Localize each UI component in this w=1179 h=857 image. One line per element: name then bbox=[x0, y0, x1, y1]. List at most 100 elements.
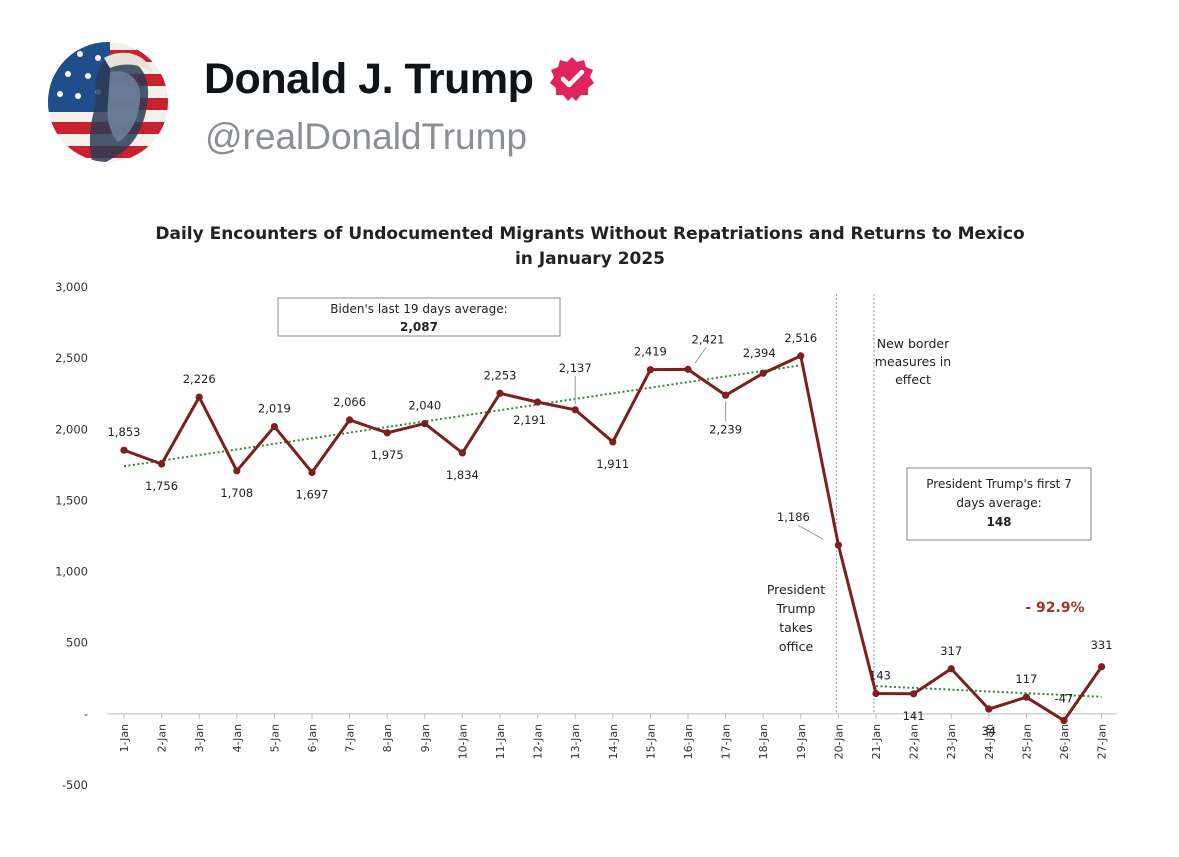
data-point bbox=[1098, 663, 1106, 671]
data-point bbox=[120, 446, 128, 454]
x-tick-label: 15-Jan bbox=[644, 724, 657, 760]
display-name-text: Donald J. Trump bbox=[204, 54, 534, 103]
display-name[interactable]: Donald J. Trump bbox=[204, 54, 597, 104]
data-point bbox=[910, 690, 918, 698]
data-point bbox=[383, 429, 391, 437]
x-tick-label: 25-Jan bbox=[1020, 724, 1033, 760]
verified-badge-icon bbox=[547, 54, 597, 104]
data-labels: 1,853 1,756 2,226 1,708 2,019 1,697 2,066 1,975… bbox=[108, 331, 1113, 738]
data-label: 1,834 bbox=[446, 468, 479, 482]
x-tick-label: 12-Jan bbox=[532, 724, 545, 760]
data-label: 2,253 bbox=[484, 368, 517, 382]
data-point bbox=[1060, 716, 1068, 725]
data-label: 2,394 bbox=[743, 346, 776, 360]
y-tick-label: 3,000 bbox=[55, 280, 88, 294]
data-point bbox=[872, 689, 880, 698]
data-point bbox=[496, 389, 504, 397]
x-tick-label: 17-Jan bbox=[720, 724, 733, 760]
y-tick-label: 1,500 bbox=[55, 493, 88, 507]
data-label: 1,186 bbox=[777, 510, 810, 524]
data-label: 2,419 bbox=[634, 345, 667, 359]
x-tick-label: 7-Jan bbox=[344, 724, 357, 753]
trend-line bbox=[875, 685, 1102, 698]
data-point bbox=[458, 449, 466, 457]
data-point bbox=[1022, 693, 1030, 701]
border-line-3: effect bbox=[895, 372, 931, 387]
y-tick-label: 2,500 bbox=[55, 351, 88, 365]
x-tick-label: 26-Jan bbox=[1058, 724, 1071, 760]
data-label: 317 bbox=[940, 644, 962, 658]
data-label: 34 bbox=[981, 724, 996, 738]
data-label: 141 bbox=[903, 709, 925, 723]
office-line-4: office bbox=[779, 639, 814, 654]
label-leader-line bbox=[797, 524, 823, 540]
data-point bbox=[308, 468, 316, 476]
data-label: 2,191 bbox=[513, 413, 546, 427]
data-point bbox=[722, 391, 730, 399]
data-label: 2,137 bbox=[559, 361, 592, 375]
x-tick-label: 9-Jan bbox=[419, 724, 432, 753]
x-tick-label: 18-Jan bbox=[757, 724, 770, 760]
x-tick-label: 6-Jan bbox=[306, 724, 319, 753]
data-label: 2,239 bbox=[709, 422, 742, 436]
office-line-2: Trump bbox=[776, 601, 816, 616]
biden-average-box: Biden's last 19 days average: 2,087 bbox=[277, 297, 561, 337]
data-point bbox=[684, 365, 692, 373]
x-axis: 1-Jan 2-Jan 3-Jan 4-Jan 5-Jan 6-Jan 7-Jan 8-Jan… bbox=[107, 713, 1117, 760]
y-tick-label: 500 bbox=[66, 636, 88, 650]
trend-line bbox=[123, 364, 801, 468]
chart-title-line-1: Daily Encounters of Undocumented Migrant… bbox=[155, 224, 1024, 244]
biden-box-line-2: 2,087 bbox=[400, 320, 438, 334]
user-handle[interactable]: @realDonaldTrump bbox=[205, 116, 528, 157]
data-point bbox=[759, 369, 767, 377]
x-tick-label: 14-Jan bbox=[607, 724, 620, 760]
x-tick-label: 24-Jan bbox=[983, 724, 996, 760]
x-tick-label: 27-Jan bbox=[1096, 724, 1109, 760]
data-label: 1,756 bbox=[145, 479, 178, 493]
data-point bbox=[947, 665, 955, 673]
trend-lines bbox=[123, 364, 1102, 698]
y-tick-label: - bbox=[84, 707, 88, 721]
y-axis: 3,000 2,500 2,000 1,500 1,000 500 - -500 bbox=[55, 280, 88, 792]
data-label: 331 bbox=[1091, 638, 1113, 652]
border-measures-annotation: New border measures in effect bbox=[875, 336, 951, 387]
x-tick-label: 13-Jan bbox=[569, 724, 582, 760]
x-tick-label: 8-Jan bbox=[381, 724, 394, 753]
data-point bbox=[646, 366, 655, 374]
flag-portrait-icon bbox=[48, 42, 168, 162]
data-label: 2,019 bbox=[258, 402, 291, 416]
y-tick-label: -500 bbox=[62, 778, 88, 792]
x-tick-label: 22-Jan bbox=[908, 724, 921, 760]
label-leader-line bbox=[694, 347, 707, 364]
data-label: 2,516 bbox=[784, 331, 817, 345]
data-label: 1,853 bbox=[108, 425, 141, 439]
x-tick-label: 20-Jan bbox=[832, 724, 845, 760]
data-point bbox=[346, 416, 354, 424]
data-label: 1,975 bbox=[371, 448, 404, 462]
data-label: 1,708 bbox=[220, 486, 253, 500]
data-label: 143 bbox=[869, 669, 891, 683]
x-tick-label: 11-Jan bbox=[494, 724, 507, 760]
border-line-2: measures in bbox=[875, 354, 951, 369]
data-label: 1,697 bbox=[296, 487, 329, 501]
y-tick-label: 1,000 bbox=[55, 565, 88, 579]
trump-average-box: President Trump's first 7 days average: … bbox=[906, 467, 1092, 541]
x-tick-label: 2-Jan bbox=[156, 724, 169, 753]
biden-box-line-1: Biden's last 19 days average: bbox=[330, 302, 507, 316]
data-label: 1,911 bbox=[596, 457, 629, 471]
takes-office-annotation: President Trump takes office bbox=[760, 576, 832, 656]
chart-image: Daily Encounters of Undocumented Migrant… bbox=[0, 200, 1179, 852]
data-point bbox=[421, 419, 429, 428]
office-line-3: takes bbox=[779, 620, 813, 635]
data-label: -47 bbox=[1055, 692, 1074, 706]
trump-box-line-2: days average: bbox=[956, 496, 1041, 510]
data-point bbox=[985, 705, 993, 713]
x-tick-label: 3-Jan bbox=[193, 724, 206, 753]
series-encounters bbox=[120, 352, 1106, 725]
trump-box-line-3: 148 bbox=[986, 515, 1011, 529]
data-point bbox=[609, 438, 617, 446]
x-tick-label: 4-Jan bbox=[231, 724, 244, 753]
data-point bbox=[233, 467, 241, 475]
x-tick-label: 1-Jan bbox=[118, 724, 131, 753]
profile-avatar[interactable] bbox=[48, 42, 168, 162]
